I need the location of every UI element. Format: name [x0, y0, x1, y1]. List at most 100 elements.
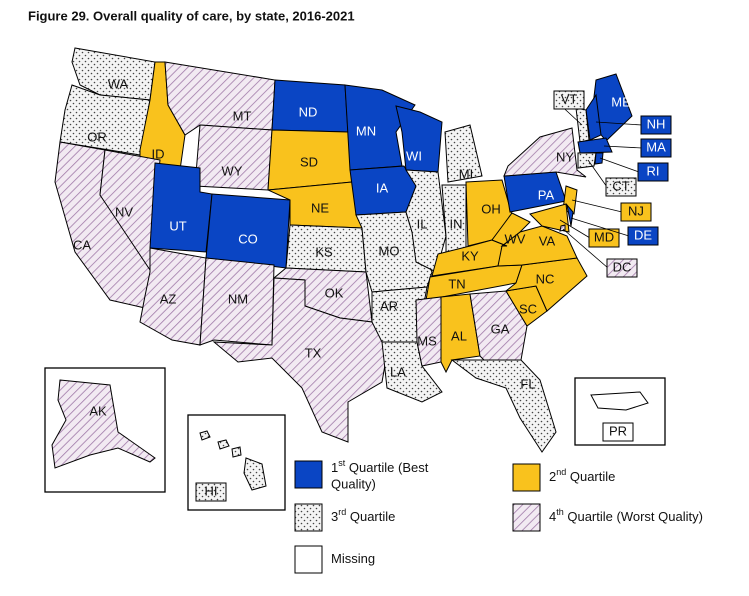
state-label: CT [612, 178, 629, 193]
legend-text: Quartile [566, 469, 615, 484]
state-shape [194, 124, 273, 191]
state-label: KY [461, 248, 479, 263]
legend-ordinal-suffix: th [556, 507, 564, 517]
label-box [640, 138, 672, 158]
state-label: WA [108, 76, 129, 91]
legend-text: Quartile (Best [345, 460, 428, 475]
state-label: NV [115, 204, 133, 219]
legend-text: Missing [331, 551, 375, 566]
state-label: WI [406, 148, 422, 163]
state-shape [566, 203, 574, 227]
label-box [605, 177, 637, 197]
legend-label: 2nd Quartile [549, 467, 615, 484]
state-label: MD [594, 229, 614, 244]
state-shape [243, 457, 267, 491]
state-label: LA [390, 364, 406, 379]
state-label: NM [228, 291, 248, 306]
state-label: NC [536, 271, 555, 286]
state-label: RI [647, 163, 660, 178]
state-label: CA [73, 237, 91, 252]
state-label: PR [609, 423, 627, 438]
state-shape [217, 439, 230, 450]
state-label: FL [520, 376, 535, 391]
state-label: OR [87, 129, 107, 144]
state-shape [51, 379, 156, 469]
state-label: PA [538, 187, 555, 202]
state-label: NE [311, 200, 329, 215]
label-box [640, 115, 672, 135]
state-label: MI [459, 166, 473, 181]
state-shape [199, 257, 275, 346]
states [44, 47, 666, 511]
state-shape [594, 152, 604, 165]
leader-line [603, 145, 643, 149]
state-label: NJ [628, 203, 644, 218]
legend-label: Quality) [331, 476, 376, 491]
state-shape [491, 212, 531, 247]
state-label: VA [539, 233, 556, 248]
state-label: IN [450, 216, 463, 231]
legend-text: Quartile [346, 509, 395, 524]
state-shape [503, 127, 587, 178]
state-shape [497, 225, 578, 267]
figure-title: Figure 29. Overall quality of care, by s… [28, 8, 355, 23]
legend-ordinal: 1 [331, 460, 338, 475]
legend-ordinal-suffix: st [338, 458, 346, 468]
leader-line [559, 219, 591, 239]
state-shape [405, 169, 447, 273]
label-box [553, 90, 585, 110]
state-label: TX [305, 345, 322, 360]
state-label: ND [299, 104, 318, 119]
state-shape [585, 93, 602, 141]
inset-frame [187, 414, 286, 511]
label-box [637, 162, 669, 182]
legend-label: 1st Quartile (Best [331, 458, 429, 475]
state-label: NY [556, 149, 574, 164]
state-label: TN [448, 276, 465, 291]
state-shape [444, 124, 483, 183]
state-shape [504, 257, 588, 312]
state-label: OH [481, 201, 501, 216]
state-shape [529, 203, 570, 233]
state-label: ID [152, 146, 165, 161]
label-box [620, 202, 652, 222]
legend-ordinal: 4 [549, 509, 556, 524]
state-label: MA [646, 139, 666, 154]
legend-label: Missing [331, 551, 375, 566]
state-label: UT [169, 218, 186, 233]
state-shape [450, 359, 557, 453]
label-box [602, 422, 634, 442]
state-label: SC [519, 301, 537, 316]
leader-line [570, 217, 630, 237]
state-shape [577, 137, 613, 154]
state-label: AR [380, 298, 398, 313]
state-label: HI [205, 483, 218, 498]
state-shape [231, 446, 242, 458]
state-shape [590, 391, 649, 411]
label-box [588, 228, 620, 248]
inset-frame [574, 377, 666, 446]
state-label: SD [300, 154, 318, 169]
state-label: DE [634, 227, 652, 242]
state-label: WY [222, 163, 243, 178]
label-box [195, 482, 227, 502]
leader-line [587, 159, 608, 188]
state-shape [577, 152, 597, 169]
legend-swatch [512, 503, 541, 532]
state-label: MN [356, 123, 376, 138]
state-shape [503, 171, 567, 213]
state-label: MS [417, 333, 437, 348]
state-label: AK [89, 403, 107, 418]
legend-swatch [294, 545, 323, 574]
state-label: CO [238, 231, 258, 246]
state-label: AL [451, 328, 467, 343]
leader-line [571, 199, 623, 213]
state-label: ME [611, 94, 631, 109]
state-label: NH [647, 116, 666, 131]
state-label: AZ [160, 291, 177, 306]
legend-ordinal: 3 [331, 509, 338, 524]
state-shape [212, 277, 389, 443]
leader-line [562, 228, 609, 269]
state-shape [415, 296, 442, 367]
